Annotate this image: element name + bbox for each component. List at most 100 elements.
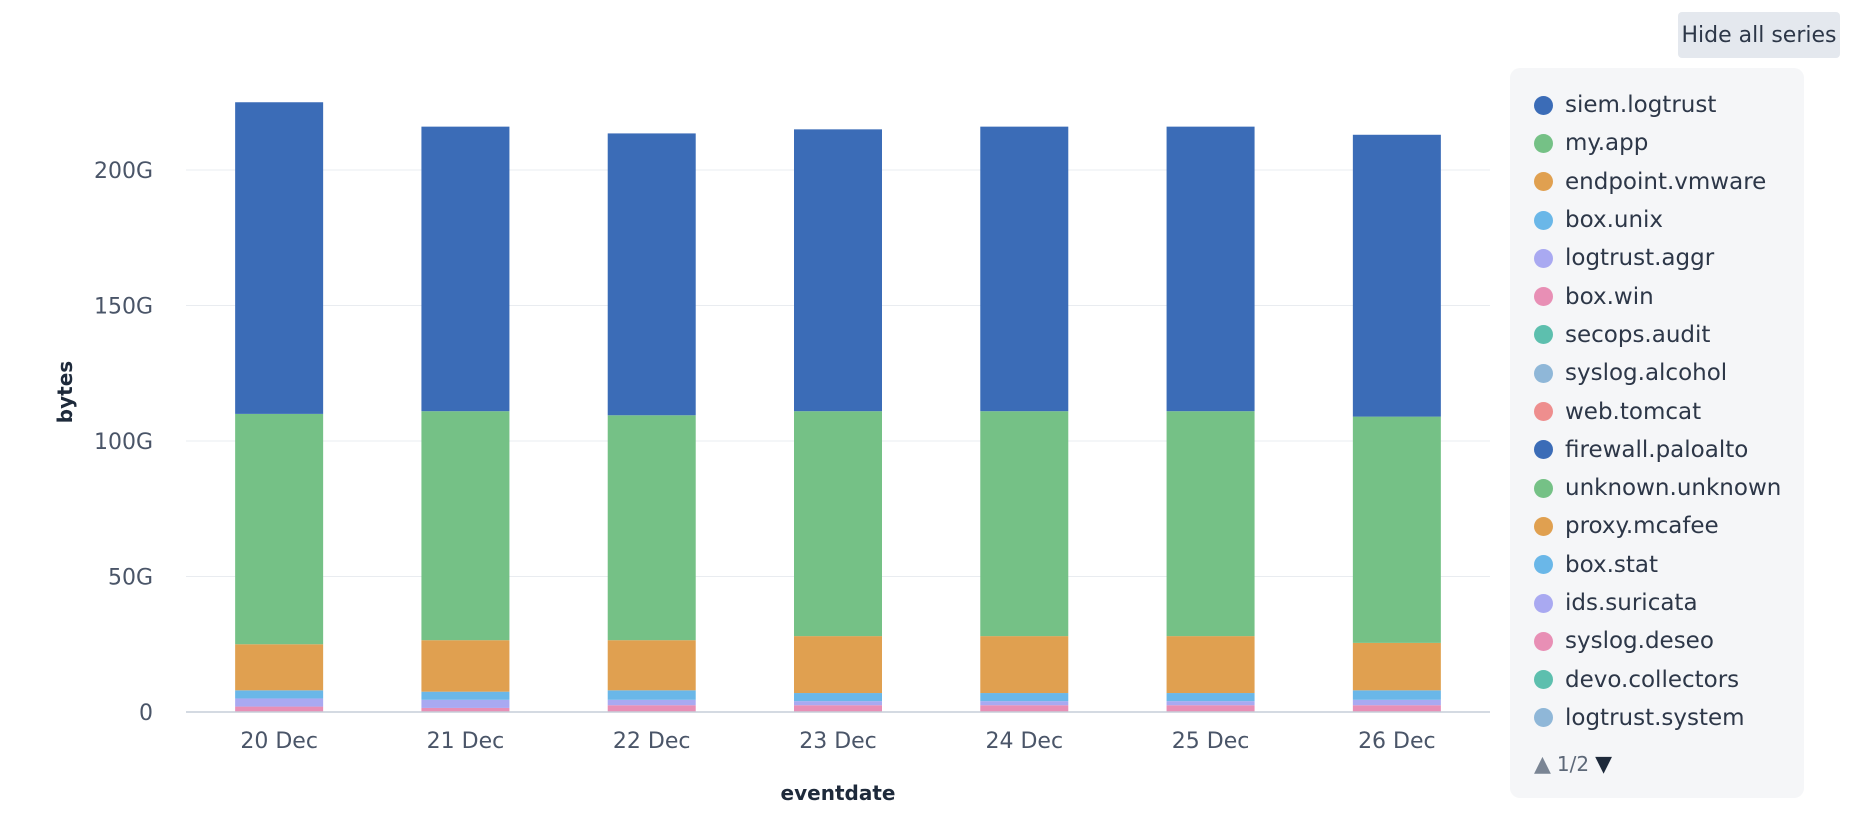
bar-segment-siem-logtrust[interactable] (421, 126, 510, 412)
legend-item-syslog-alcohol[interactable]: syslog.alcohol (1534, 354, 1804, 392)
bar-segment-box-unix[interactable] (794, 693, 882, 702)
legend-label: box.win (1565, 283, 1654, 310)
bar-segment-siem-logtrust[interactable] (235, 102, 324, 414)
legend-item-devo-collectors[interactable]: devo.collectors (1534, 660, 1804, 698)
bar-segment-logtrust-aggr[interactable] (794, 701, 882, 706)
legend-item-siem-logtrust[interactable]: siem.logtrust (1534, 86, 1804, 124)
legend-panel: siem.logtrust my.app endpoint.vmware box.un… (1510, 68, 1804, 798)
legend-swatch (1534, 516, 1553, 536)
legend-label: syslog.deseo (1565, 628, 1714, 655)
legend-item-box-unix[interactable]: box.unix (1534, 201, 1804, 239)
bar-segment-logtrust-aggr[interactable] (1352, 699, 1441, 706)
x-tick-label: 24 Dec (986, 729, 1064, 754)
legend-label: ids.suricata (1565, 590, 1698, 616)
legend-swatch (1534, 555, 1553, 575)
legend-swatch (1534, 363, 1553, 383)
bar-segment-box-win[interactable] (421, 707, 510, 712)
legend-label: proxy.mcafee (1565, 513, 1719, 540)
legend-item-my-app[interactable]: my.app (1534, 124, 1804, 162)
legend-item-logtrust-aggr[interactable]: logtrust.aggr (1534, 239, 1804, 277)
x-tick-labels: 20 Dec 21 Dec 22 Dec 23 Dec 24 Dec 25 Dec 26 D… (240, 729, 1435, 754)
legend-swatch (1534, 95, 1553, 115)
bar-segment-endpoint-vmware[interactable] (1166, 636, 1255, 694)
bar-segment-box-unix[interactable] (980, 693, 1069, 702)
bar-segment-logtrust-aggr[interactable] (421, 699, 510, 708)
legend-item-syslog-deseo[interactable]: syslog.deseo (1534, 622, 1804, 660)
bar-segment-my-app[interactable] (980, 411, 1069, 637)
bar-segment-my-app[interactable] (1166, 411, 1255, 637)
x-tick-label: 26 Dec (1358, 729, 1436, 754)
triangle-up-icon[interactable]: ▲ (1534, 751, 1551, 777)
legend-label: web.tomcat (1565, 398, 1702, 425)
bar-segment-box-unix[interactable] (421, 691, 510, 700)
bar-segment-siem-logtrust[interactable] (607, 133, 696, 416)
y-tick-label: 50G (108, 566, 153, 591)
legend-item-proxy-mcafee[interactable]: proxy.mcafee (1534, 507, 1804, 545)
legend-swatch (1534, 670, 1553, 690)
bar-segment-box-unix[interactable] (235, 690, 324, 699)
x-tick-label: 20 Dec (240, 729, 318, 754)
bar-segment-my-app[interactable] (607, 415, 696, 641)
legend-item-box-stat[interactable]: box.stat (1534, 546, 1804, 584)
legend-swatch (1534, 478, 1553, 498)
hide-all-series-button[interactable]: Hide all series (1678, 12, 1840, 58)
bar-segment-logtrust-aggr[interactable] (607, 699, 696, 706)
bar-segment-siem-logtrust[interactable] (980, 126, 1069, 412)
bar-segment-box-win[interactable] (235, 706, 324, 712)
bar-segment-endpoint-vmware[interactable] (421, 640, 510, 692)
bar-segment-logtrust-aggr[interactable] (235, 698, 324, 707)
bar-segment-box-win[interactable] (607, 705, 696, 712)
legend-swatch (1534, 440, 1553, 460)
bar-segment-box-unix[interactable] (1352, 690, 1441, 700)
legend-swatch (1534, 708, 1553, 728)
bar-segment-siem-logtrust[interactable] (1352, 134, 1441, 417)
bar-segment-endpoint-vmware[interactable] (235, 644, 324, 691)
bar-segment-siem-logtrust[interactable] (794, 129, 882, 412)
legend-swatch (1534, 172, 1553, 192)
legend-swatch (1534, 325, 1553, 345)
bar-segment-endpoint-vmware[interactable] (607, 640, 696, 691)
bars[interactable] (235, 102, 1441, 712)
legend-label: logtrust.system (1565, 704, 1745, 731)
bar-segment-siem-logtrust[interactable] (1166, 126, 1255, 412)
legend-item-box-win[interactable]: box.win (1534, 277, 1804, 315)
bar-segment-my-app[interactable] (794, 411, 882, 637)
legend-item-secops-audit[interactable]: secops.audit (1534, 316, 1804, 354)
bar-segment-my-app[interactable] (421, 411, 510, 641)
legend-item-endpoint-vmware[interactable]: endpoint.vmware (1534, 163, 1804, 201)
bar-segment-box-win[interactable] (1352, 705, 1441, 712)
legend-swatch (1534, 133, 1553, 153)
bar-segment-my-app[interactable] (235, 413, 324, 645)
legend-item-firewall-paloalto[interactable]: firewall.paloalto (1534, 431, 1804, 469)
legend-page-indicator: 1/2 (1556, 752, 1590, 777)
bar-segment-my-app[interactable] (1352, 416, 1441, 643)
legend-item-unknown-unknown[interactable]: unknown.unknown (1534, 469, 1804, 507)
y-tick-label: 0 (139, 701, 153, 726)
bar-segment-box-win[interactable] (794, 705, 882, 712)
legend-item-web-tomcat[interactable]: web.tomcat (1534, 392, 1804, 430)
x-tick-label: 21 Dec (427, 729, 505, 754)
legend-swatch (1534, 210, 1553, 230)
bar-segment-box-win[interactable] (1166, 705, 1255, 712)
bar-segment-logtrust-aggr[interactable] (1166, 701, 1255, 706)
bar-segment-box-win[interactable] (980, 705, 1069, 712)
bar-segment-box-unix[interactable] (1166, 693, 1255, 702)
legend-pager: ▲ 1/2 ▼ (1534, 749, 1804, 779)
bar-segment-box-unix[interactable] (607, 690, 696, 700)
legend-item-ids-suricata[interactable]: ids.suricata (1534, 584, 1804, 622)
legend-label: box.stat (1565, 551, 1658, 578)
legend-list: siem.logtrust my.app endpoint.vmware box.un… (1534, 86, 1804, 737)
bar-segment-endpoint-vmware[interactable] (1352, 642, 1441, 691)
legend-label: unknown.unknown (1565, 475, 1782, 502)
legend-label: endpoint.vmware (1565, 168, 1767, 195)
legend-label: syslog.alcohol (1565, 360, 1728, 387)
triangle-down-icon[interactable]: ▼ (1595, 751, 1613, 777)
legend-label: siem.logtrust (1565, 92, 1717, 119)
x-tick-label: 22 Dec (613, 729, 691, 754)
legend-item-logtrust-system[interactable]: logtrust.system (1534, 699, 1804, 737)
x-tick-label: 25 Dec (1172, 729, 1250, 754)
bar-segment-endpoint-vmware[interactable] (794, 636, 882, 694)
legend-swatch (1534, 402, 1553, 422)
bar-segment-endpoint-vmware[interactable] (980, 636, 1069, 694)
bar-segment-logtrust-aggr[interactable] (980, 701, 1069, 706)
